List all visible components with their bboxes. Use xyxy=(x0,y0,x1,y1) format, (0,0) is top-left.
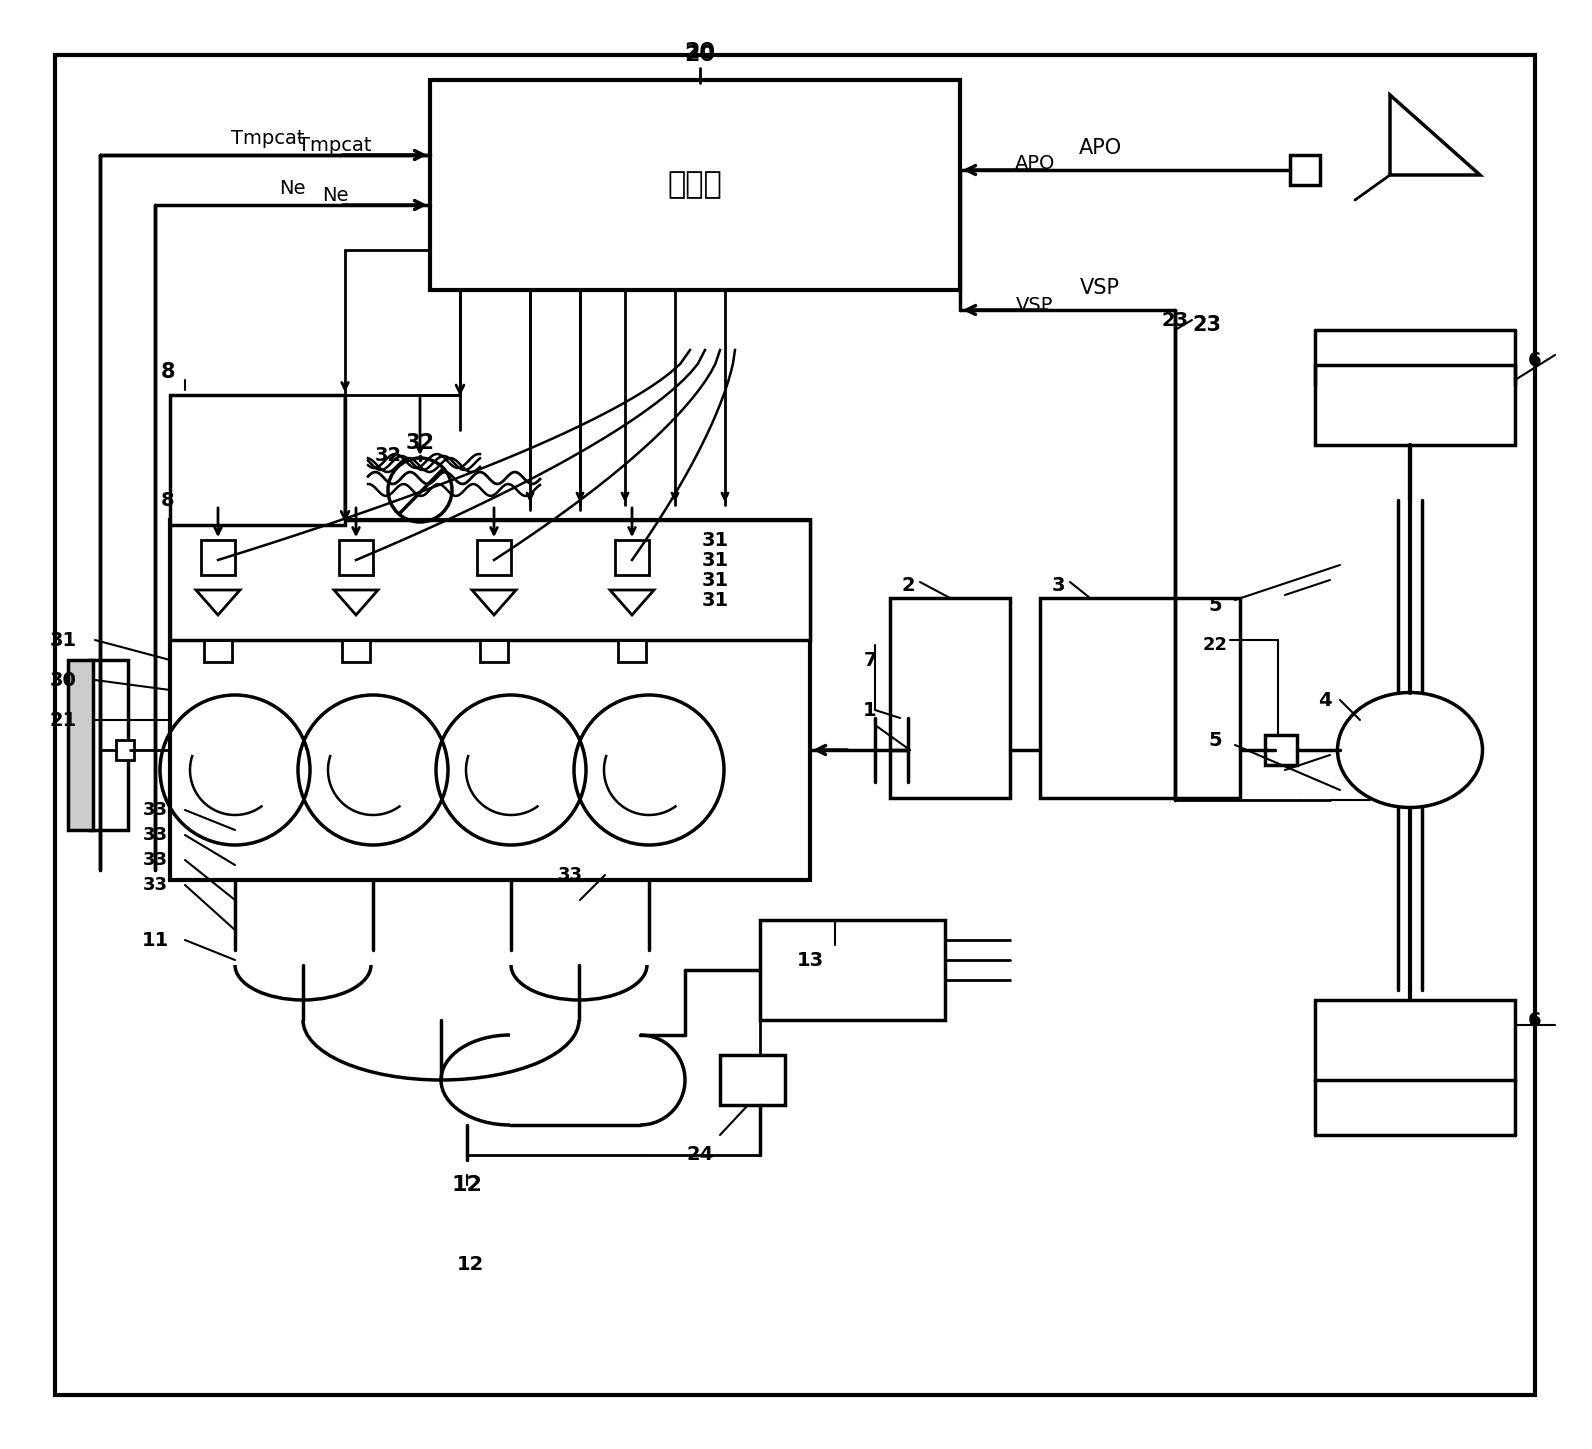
Text: Tmpcat: Tmpcat xyxy=(298,136,373,155)
Text: 22: 22 xyxy=(1202,636,1227,653)
Text: 5: 5 xyxy=(1208,596,1221,614)
Text: 3: 3 xyxy=(1051,575,1065,594)
Text: 31: 31 xyxy=(49,630,76,649)
Text: 31: 31 xyxy=(702,571,729,590)
Bar xyxy=(339,540,373,575)
Bar xyxy=(618,640,646,662)
Text: 31: 31 xyxy=(702,530,729,549)
Text: 32: 32 xyxy=(374,445,401,465)
Bar xyxy=(890,598,1009,798)
Bar xyxy=(116,740,134,759)
Bar xyxy=(170,520,810,880)
Bar xyxy=(204,640,232,662)
Text: 31: 31 xyxy=(702,591,729,610)
Bar xyxy=(1290,155,1320,185)
Bar xyxy=(342,640,369,662)
Text: VSP: VSP xyxy=(1079,278,1121,298)
Text: 33: 33 xyxy=(143,877,167,894)
Text: 32: 32 xyxy=(406,433,435,454)
Text: 1: 1 xyxy=(863,700,877,720)
Text: 8: 8 xyxy=(161,491,175,510)
Text: APO: APO xyxy=(1078,138,1121,158)
Bar xyxy=(201,540,236,575)
Bar xyxy=(1315,365,1516,445)
Text: 21: 21 xyxy=(49,710,76,729)
Bar xyxy=(170,396,345,525)
Text: 4: 4 xyxy=(1318,691,1333,710)
Bar xyxy=(759,920,946,1020)
Text: Ne: Ne xyxy=(322,185,349,204)
Text: VSP: VSP xyxy=(1016,296,1054,314)
Bar xyxy=(720,1055,785,1106)
Text: 30: 30 xyxy=(49,671,76,690)
Text: 11: 11 xyxy=(142,930,169,949)
Bar xyxy=(481,640,508,662)
Text: 33: 33 xyxy=(143,851,167,869)
Bar xyxy=(615,540,650,575)
Text: 2: 2 xyxy=(901,575,915,594)
Text: 20: 20 xyxy=(685,45,715,65)
Text: APO: APO xyxy=(1014,154,1055,172)
Text: 33: 33 xyxy=(143,801,167,819)
Text: Ne: Ne xyxy=(279,178,306,197)
Bar xyxy=(1266,735,1297,765)
Text: 33: 33 xyxy=(557,867,583,884)
Bar xyxy=(170,520,810,640)
Text: 6: 6 xyxy=(1528,1010,1541,1029)
Text: 12: 12 xyxy=(452,1175,482,1195)
Bar xyxy=(430,80,960,290)
Text: 33: 33 xyxy=(143,826,167,843)
Text: 13: 13 xyxy=(796,951,823,969)
Text: 6: 6 xyxy=(1528,351,1541,369)
Bar xyxy=(68,659,92,830)
Bar xyxy=(1040,598,1240,798)
Text: Tmpcat: Tmpcat xyxy=(231,129,304,148)
Text: 7: 7 xyxy=(863,651,877,669)
Bar xyxy=(478,540,511,575)
Bar xyxy=(1315,1000,1516,1080)
Text: 8: 8 xyxy=(161,362,175,383)
Text: 23: 23 xyxy=(1192,314,1221,335)
Bar xyxy=(91,659,127,830)
Text: 23: 23 xyxy=(1162,310,1189,329)
Text: 31: 31 xyxy=(702,551,729,569)
Text: 控制器: 控制器 xyxy=(667,171,723,200)
Text: 5: 5 xyxy=(1208,730,1221,749)
Text: 12: 12 xyxy=(457,1255,484,1275)
Text: 20: 20 xyxy=(685,42,715,62)
Text: 24: 24 xyxy=(686,1146,713,1165)
